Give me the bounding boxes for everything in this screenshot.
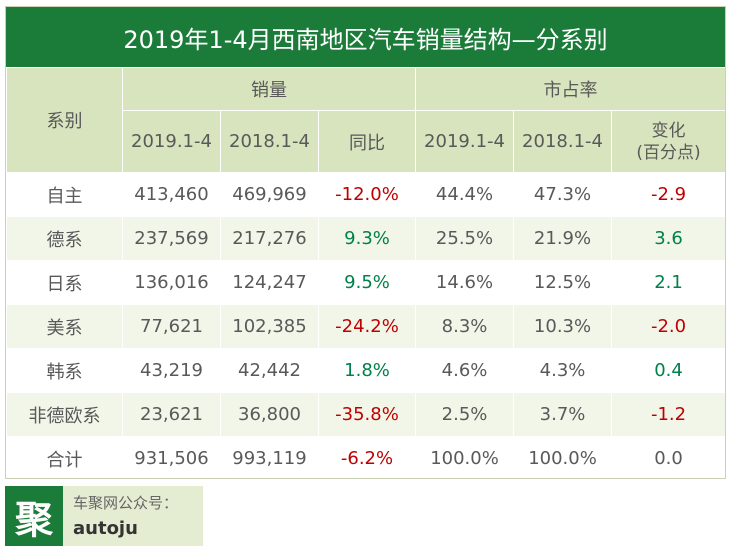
- sales-2018-cell: 124,247: [220, 260, 319, 305]
- header-change-line2: (百分点): [636, 142, 701, 163]
- change-cell: 2.1: [611, 260, 725, 305]
- share-2018-cell: 100.0%: [513, 436, 613, 478]
- category-cell: 合计: [6, 436, 123, 478]
- header-share-2018: 2018.1-4: [513, 110, 613, 173]
- table-row: 非德欧系 23,621 36,800 -35.8% 2.5% 3.7% -1.2: [6, 392, 725, 437]
- header-sales-2019: 2019.1-4: [122, 110, 221, 173]
- brand-account-id: autoju: [73, 518, 138, 539]
- sales-2019-cell: 237,569: [122, 216, 221, 261]
- share-2018-cell: 3.7%: [513, 392, 613, 437]
- sales-2018-cell: 993,119: [220, 436, 319, 478]
- share-2019-cell: 44.4%: [415, 172, 515, 217]
- table-row: 美系 77,621 102,385 -24.2% 8.3% 10.3% -2.0: [6, 304, 725, 349]
- sales-2019-cell: 43,219: [122, 348, 221, 393]
- sales-2019-cell: 136,016: [122, 260, 221, 305]
- change-cell: 3.6: [611, 216, 725, 261]
- table-row: 自主 413,460 469,969 -12.0% 44.4% 47.3% -2.9: [6, 172, 725, 217]
- change-cell: 0.0: [611, 436, 725, 478]
- sales-2018-cell: 102,385: [220, 304, 319, 349]
- change-cell: 0.4: [611, 348, 725, 393]
- autoju-logo: 聚: [5, 486, 63, 546]
- sales-structure-table-panel: 2019年1-4月西南地区汽车销量结构—分系别 系别 销量 市占率 2019.1…: [5, 6, 726, 479]
- sales-2019-cell: 413,460: [122, 172, 221, 217]
- brand-account-label: 车聚网公众号：: [73, 494, 179, 512]
- table-row: 韩系 43,219 42,442 1.8% 4.6% 4.3% 0.4: [6, 348, 725, 393]
- category-cell: 德系: [6, 216, 123, 261]
- yoy-cell: -24.2%: [317, 304, 417, 349]
- yoy-cell: -6.2%: [317, 436, 417, 478]
- table-title: 2019年1-4月西南地区汽车销量结构—分系别: [6, 7, 725, 67]
- category-cell: 韩系: [6, 348, 123, 393]
- share-2019-cell: 25.5%: [415, 216, 515, 261]
- header-yoy: 同比: [317, 110, 417, 173]
- share-2019-cell: 4.6%: [415, 348, 515, 393]
- header-change: 变化 (百分点): [611, 110, 725, 173]
- brand-footer: 聚 车聚网公众号： autoju: [5, 486, 203, 546]
- share-2019-cell: 2.5%: [415, 392, 515, 437]
- yoy-cell: 9.3%: [317, 216, 417, 261]
- yoy-cell: -35.8%: [317, 392, 417, 437]
- share-2019-cell: 14.6%: [415, 260, 515, 305]
- yoy-cell: -12.0%: [317, 172, 417, 217]
- share-2019-cell: 8.3%: [415, 304, 515, 349]
- sales-2019-cell: 931,506: [122, 436, 221, 478]
- share-2018-cell: 21.9%: [513, 216, 613, 261]
- header-group-sales: 销量: [121, 67, 417, 111]
- sales-2019-cell: 23,621: [122, 392, 221, 437]
- share-2018-cell: 47.3%: [513, 172, 613, 217]
- change-cell: -1.2: [611, 392, 725, 437]
- sales-2019-cell: 77,621: [122, 304, 221, 349]
- share-2019-cell: 100.0%: [415, 436, 515, 478]
- table-row: 合计 931,506 993,119 -6.2% 100.0% 100.0% 0.0: [6, 436, 725, 478]
- sales-2018-cell: 42,442: [220, 348, 319, 393]
- yoy-cell: 9.5%: [317, 260, 417, 305]
- sales-structure-table: 系别 销量 市占率 2019.1-4 2018.1-4 同比 2019.1-4 …: [6, 67, 725, 478]
- change-cell: -2.0: [611, 304, 725, 349]
- category-cell: 非德欧系: [6, 392, 123, 437]
- category-cell: 美系: [6, 304, 123, 349]
- header-share-2019: 2019.1-4: [415, 110, 515, 173]
- header-group-share: 市占率: [415, 67, 725, 111]
- header-category: 系别: [6, 67, 123, 173]
- sales-2018-cell: 217,276: [220, 216, 319, 261]
- header-sales-2018: 2018.1-4: [220, 110, 319, 173]
- category-cell: 日系: [6, 260, 123, 305]
- header-change-line1: 变化: [651, 120, 686, 141]
- sales-2018-cell: 36,800: [220, 392, 319, 437]
- sales-2018-cell: 469,969: [220, 172, 319, 217]
- category-cell: 自主: [6, 172, 123, 217]
- share-2018-cell: 12.5%: [513, 260, 613, 305]
- yoy-cell: 1.8%: [317, 348, 417, 393]
- table-row: 日系 136,016 124,247 9.5% 14.6% 12.5% 2.1: [6, 260, 725, 305]
- share-2018-cell: 10.3%: [513, 304, 613, 349]
- change-cell: -2.9: [611, 172, 725, 217]
- share-2018-cell: 4.3%: [513, 348, 613, 393]
- table-row: 德系 237,569 217,276 9.3% 25.5% 21.9% 3.6: [6, 216, 725, 261]
